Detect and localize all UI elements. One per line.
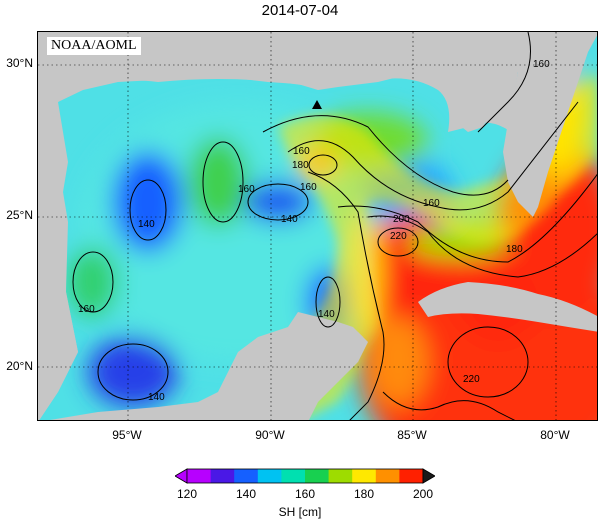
contours — [72, 32, 597, 420]
sea-height-map: 160 140 160 140 140 160 140 180 160 160 … — [37, 31, 598, 421]
contour-label: 160 — [533, 59, 550, 70]
colorbar-title: SH [cm] — [278, 505, 322, 519]
colorbar-cell — [352, 469, 377, 483]
contour-label: 160 — [78, 304, 95, 315]
contour-label: 140 — [148, 392, 165, 403]
colorbar-cell — [399, 469, 424, 483]
colorbar-cell — [234, 469, 259, 483]
map-date-title: 2014-07-04 — [261, 2, 339, 19]
colorbar-tick: 120 — [176, 487, 198, 501]
lon-tick: 80°W — [540, 428, 570, 442]
colorbar-cell — [257, 469, 282, 483]
lon-tick: 90°W — [255, 428, 285, 442]
contour-label: 140 — [281, 214, 298, 225]
contour-label: 180 — [506, 244, 523, 255]
lon-tick: 85°W — [397, 428, 427, 442]
colorbar-low-arrow — [175, 468, 188, 484]
colorbar-tick: 160 — [294, 487, 316, 501]
graticule — [38, 32, 597, 420]
lat-tick: 20°N — [6, 359, 33, 373]
contour-label: 220 — [390, 231, 407, 242]
contour-label: 160 — [300, 182, 317, 193]
lat-tick: 25°N — [6, 208, 33, 222]
colorbar-cell — [281, 469, 306, 483]
station-marker-icon — [312, 100, 322, 109]
lon-tick: 95°W — [112, 428, 142, 442]
contour-label: 200 — [393, 214, 410, 225]
colorbar-cell — [328, 469, 353, 483]
colorbar-cell — [305, 469, 330, 483]
colorbar-high-arrow — [422, 468, 435, 484]
contour-label: 140 — [138, 219, 155, 230]
credit-label: NOAA/AOML — [47, 37, 141, 55]
colorbar-cell — [210, 469, 235, 483]
contour-label: 160 — [238, 184, 255, 195]
colorbar-tick: 180 — [353, 487, 375, 501]
contour-label: 220 — [463, 374, 480, 385]
land — [38, 32, 597, 420]
contour-label: 180 — [292, 160, 309, 171]
contour-label: 160 — [423, 198, 440, 209]
colorbar — [175, 468, 435, 484]
colorbar-tick: 140 — [235, 487, 257, 501]
colorbar-tick: 200 — [412, 487, 434, 501]
contour-label: 160 — [293, 146, 310, 157]
contour-labels: 160 140 160 140 140 160 140 180 160 160 … — [78, 59, 550, 403]
colorbar-cell — [375, 469, 400, 483]
contour-label: 140 — [318, 309, 335, 320]
lat-tick: 30°N — [6, 56, 33, 70]
colorbar-cell — [187, 469, 212, 483]
